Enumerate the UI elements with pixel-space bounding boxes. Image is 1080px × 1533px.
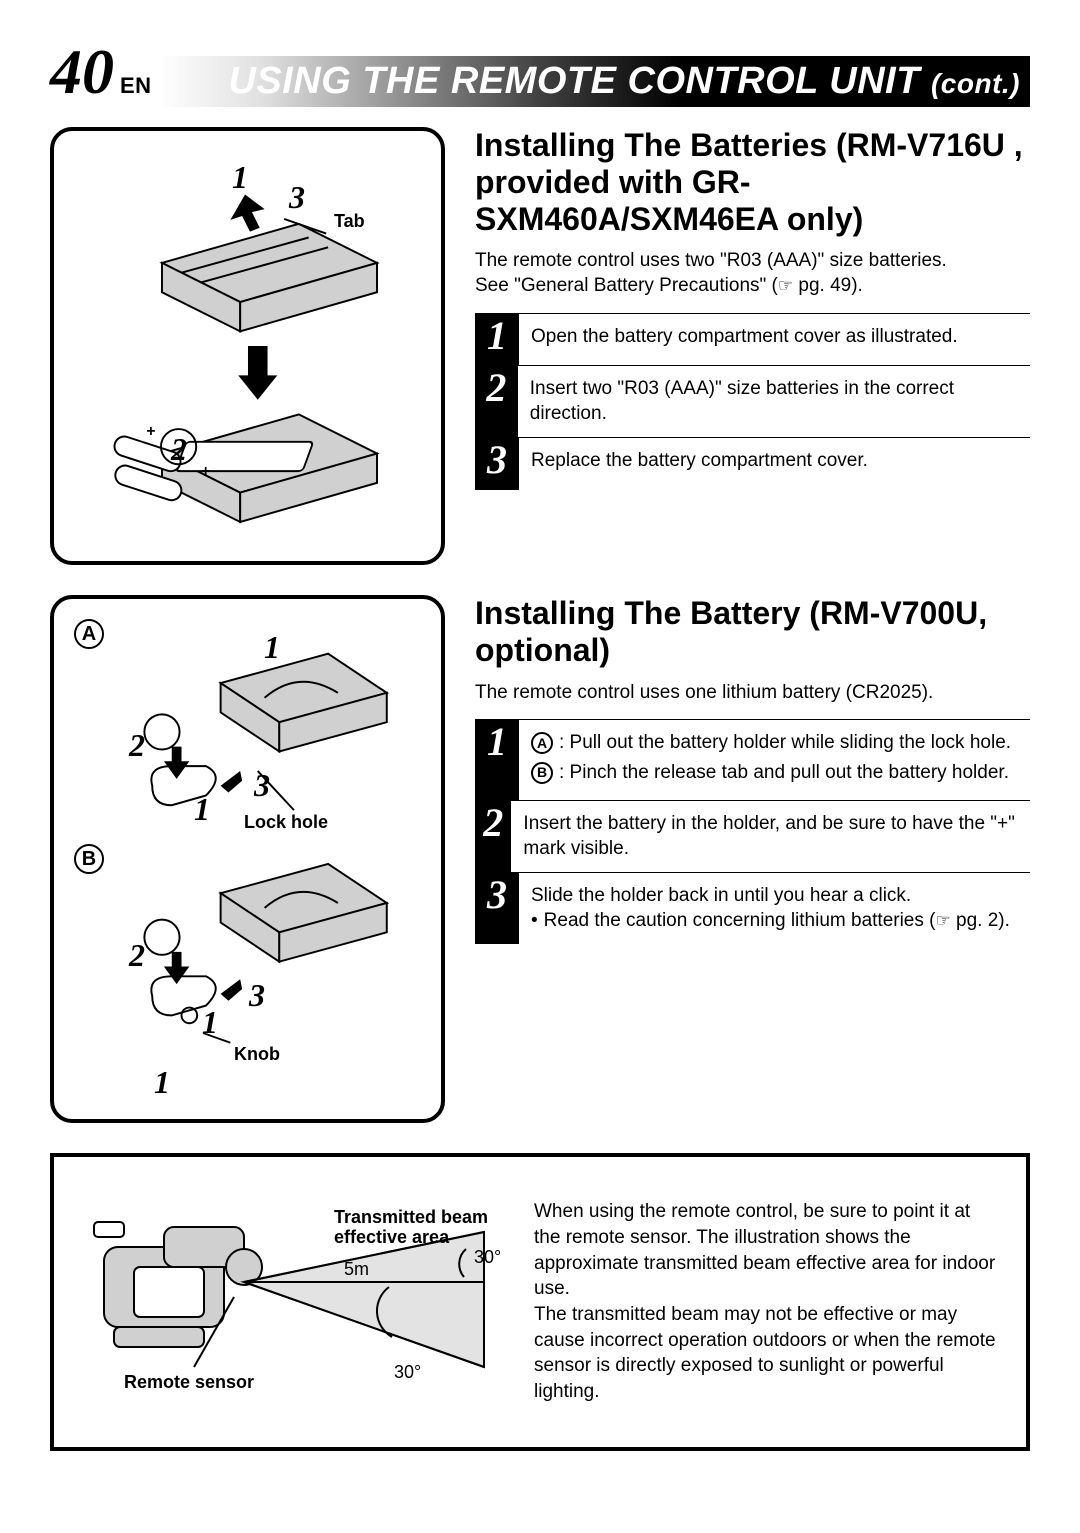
fig2-b-step-1: 1 [202,1004,218,1041]
page: 40 EN USING THE REMOTE CONTROL UNIT (con… [0,0,1080,1501]
fig2-variant-b: B [74,844,104,874]
section-1-row: + + 1 3 Tab 2 Installing The Batteries (… [50,127,1030,565]
step-number: 3 [487,875,507,915]
beam-para-1: When using the remote control, be sure t… [534,1199,996,1302]
page-title: USING THE REMOTE CONTROL UNIT [228,60,919,102]
step-number: 1 [487,316,507,356]
circled-b: B [531,762,553,784]
bullet-icon: • [531,908,538,934]
fig1-tab-label: Tab [334,211,365,232]
intro-1c: pg. 49). [793,275,863,296]
step3-a: Slide the holder back in until you hear … [531,883,1010,909]
step-row: 1 Open the battery compartment cover as … [475,314,1030,366]
hand-icon: ☞ [936,910,951,933]
beam-angle-top: 30° [474,1247,501,1268]
step-text: Insert two "R03 (AAA)" size batteries in… [518,366,1030,437]
step-text: Slide the holder back in until you hear … [519,873,1018,944]
figure-2-col: A 1 2 3 1 Lock hole B 2 3 1 Knob 1 [50,595,445,1123]
fig2-b-step-2: 2 [129,937,145,974]
section-1-title: Installing The Batteries (RM-V716U , pro… [475,127,1030,237]
step-row: 3 Slide the holder back in until you hea… [475,873,1030,944]
step-number-col: 3 [475,873,519,944]
remote-sensor-label: Remote sensor [124,1372,254,1393]
intro-1b: See "General Battery Precautions" ( [475,275,778,296]
fig2-b-step-3: 3 [249,977,265,1014]
step3-b-wrap: Read the caution concerning lithium batt… [544,908,1010,934]
step-number: 2 [486,368,506,408]
hand-icon: ☞ [778,275,793,297]
fig1-step-2: 2 [171,431,187,468]
step1-b-text: : Pinch the release tab and pull out the… [559,760,1009,786]
step-number-col: 1 [475,314,519,365]
section-2-title: Installing The Battery (RM-V700U, option… [475,595,1030,669]
figure-2-diagram: A 1 2 3 1 Lock hole B 2 3 1 Knob 1 [74,619,421,1099]
page-header: 40 EN USING THE REMOTE CONTROL UNIT (con… [50,40,1030,107]
fig2-a-step-1: 1 [264,629,280,666]
section-1-steps: 1 Open the battery compartment cover as … [475,313,1030,490]
step-number-col: 3 [475,438,519,490]
fig2-a-step-2: 2 [129,727,145,764]
fig2-lock-hole: Lock hole [244,812,328,833]
beam-info-box: Transmitted beam effective area 5m 30° 3… [50,1153,1030,1451]
title-bar: USING THE REMOTE CONTROL UNIT (cont.) [158,56,1030,107]
step3-c: pg. 2). [951,910,1010,931]
section-1-intro: The remote control uses two "R03 (AAA)" … [475,249,1030,298]
step-row: 2 Insert two "R03 (AAA)" size batteries … [475,366,1030,438]
step-row: 3 Replace the battery compartment cover. [475,438,1030,490]
step3-b: Read the caution concerning lithium batt… [544,910,936,931]
step-text: Insert the battery in the holder, and be… [511,801,1030,872]
section-2-row: A 1 2 3 1 Lock hole B 2 3 1 Knob 1 Insta… [50,595,1030,1123]
step-number: 3 [487,440,507,480]
fig2-a-step-3: 3 [254,767,270,804]
fig2-a-step-1b: 1 [194,791,210,828]
section-1-text: Installing The Batteries (RM-V716U , pro… [475,127,1030,565]
svg-text:+: + [146,423,155,440]
fig2-knob: Knob [234,1044,280,1065]
step1-a-text: : Pull out the battery holder while slid… [559,730,1011,756]
fig2-b-step-1b: 1 [154,1064,170,1101]
svg-text:+: + [201,463,210,480]
section-2-text: Installing The Battery (RM-V700U, option… [475,595,1030,1123]
step-row: 1 A : Pull out the battery holder while … [475,720,1030,800]
fig2-variant-a: A [74,619,104,649]
beam-distance: 5m [344,1259,369,1280]
beam-text: When using the remote control, be sure t… [534,1199,996,1404]
beam-label-b: effective area [334,1227,449,1248]
figure-1-box: + + 1 3 Tab 2 [50,127,445,565]
figure-1-col: + + 1 3 Tab 2 [50,127,445,565]
step-number-col: 2 [475,366,518,437]
fig1-step-1: 1 [232,159,248,196]
step-number: 2 [483,803,503,843]
figure-2-box: A 1 2 3 1 Lock hole B 2 3 1 Knob 1 [50,595,445,1123]
beam-diagram: Transmitted beam effective area 5m 30° 3… [84,1187,504,1417]
beam-label-a: Transmitted beam [334,1207,488,1228]
step-number-col: 1 [475,720,519,799]
title-cont: (cont.) [931,68,1020,99]
step-text: Replace the battery compartment cover. [519,438,876,490]
step-text: Open the battery compartment cover as il… [519,314,966,365]
step-text: A : Pull out the battery holder while sl… [519,720,1019,799]
language-code: EN [120,73,152,99]
step-number-col: 2 [475,801,511,872]
section-2-steps: 1 A : Pull out the battery holder while … [475,719,1030,944]
fig1-step-3: 3 [289,179,305,216]
step-number: 1 [487,722,507,762]
step-row: 2 Insert the battery in the holder, and … [475,801,1030,873]
figure-1-diagram: + + 1 3 Tab 2 [74,151,421,541]
beam-angle-bottom: 30° [394,1362,421,1383]
section-2-intro: The remote control uses one lithium batt… [475,681,1030,706]
intro-1a: The remote control uses two "R03 (AAA)" … [475,250,947,271]
circled-a: A [531,732,553,754]
page-number: 40 [50,40,114,104]
beam-para-2: The transmitted beam may not be effectiv… [534,1302,996,1405]
